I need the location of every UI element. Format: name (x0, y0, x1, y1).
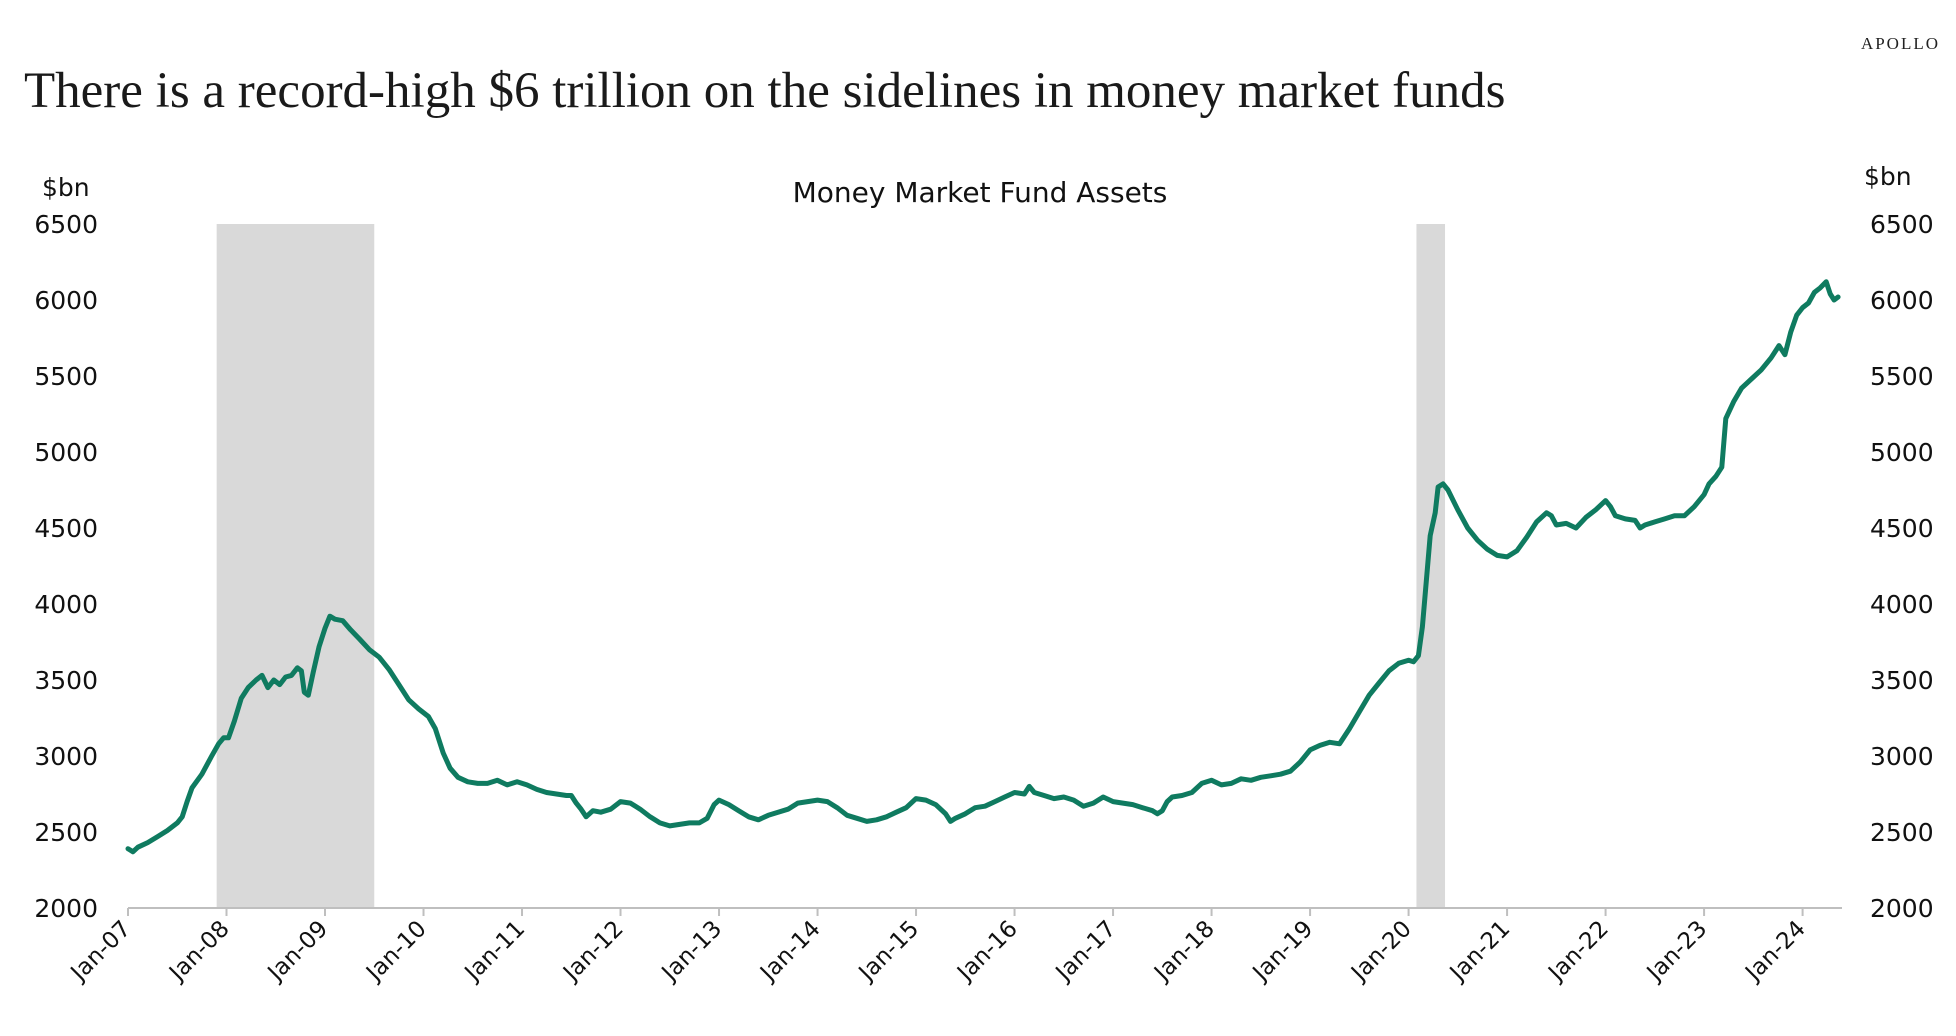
x-tick-label: Jan-20 (1345, 916, 1416, 987)
y-tick-label-left: 4500 (34, 514, 98, 543)
x-tick-label: Jan-23 (1641, 916, 1712, 987)
shaded-period-2 (1416, 224, 1446, 908)
y-tick-label-right: 5500 (1870, 362, 1934, 391)
x-tick-label: Jan-15 (853, 916, 924, 987)
y-tick-label-right: 6500 (1870, 210, 1934, 239)
y-tick-label-left: 5000 (34, 438, 98, 467)
x-tick-label: Jan-14 (754, 916, 825, 987)
y-axis-label-left: $bn (42, 173, 90, 202)
y-tick-label-left: 4000 (34, 590, 98, 619)
x-tick-label: Jan-22 (1542, 916, 1613, 987)
x-tick-label: Jan-07 (65, 916, 136, 987)
x-tick-label: Jan-21 (1444, 916, 1515, 987)
y-tick-label-right: 5000 (1870, 438, 1934, 467)
x-tick-label: Jan-13 (656, 916, 727, 987)
x-tick-label: Jan-17 (1050, 916, 1121, 987)
y-tick-label-left: 6000 (34, 286, 98, 315)
y-tick-label-left: 5500 (34, 362, 98, 391)
y-tick-label-right: 2500 (1870, 818, 1934, 847)
brand-logo-text: APOLLO (1860, 34, 1940, 53)
y-tick-label-right: 4500 (1870, 514, 1934, 543)
y-tick-label-left: 2500 (34, 818, 98, 847)
x-tick-label: Jan-10 (360, 916, 431, 987)
y-tick-label-right: 3500 (1870, 666, 1934, 695)
x-tick-label: Jan-11 (459, 916, 530, 987)
chart-title: Money Market Fund Assets (793, 176, 1168, 209)
y-right-tick-group: 2000 2500 3000 3500 4000 4500 5000 5500 6000 6500 (1870, 210, 1934, 923)
y-tick-label-left: 3000 (34, 742, 98, 771)
x-tick-label: Jan-08 (163, 916, 234, 987)
series-line-money-market-assets (125, 279, 1841, 855)
x-tick-label: Jan-09 (262, 916, 333, 987)
x-tick-label: Jan-18 (1148, 916, 1219, 987)
shaded-period-1 (216, 224, 375, 908)
y-tick-label-left: 6500 (34, 210, 98, 239)
y-left-tick-group: 2000 2500 3000 3500 4000 4500 5000 5500 6000 6500 (34, 210, 98, 923)
x-tick-label: Jan-16 (951, 916, 1022, 987)
y-tick-label-left: 2000 (34, 894, 98, 923)
y-tick-label-right: 2000 (1870, 894, 1934, 923)
y-axis-label-right: $bn (1864, 162, 1912, 191)
y-tick-label-right: 4000 (1870, 590, 1934, 619)
y-tick-label-left: 3500 (34, 666, 98, 695)
y-tick-label-right: 3000 (1870, 742, 1934, 771)
recession-shading-group (216, 224, 1446, 908)
y-tick-label-right: 6000 (1870, 286, 1934, 315)
x-tick-group: Jan-07 Jan-08 Jan-09 Jan-10 Jan-11 Jan-12 Jan-… (65, 908, 1811, 987)
x-tick-label: Jan-24 (1739, 916, 1810, 987)
x-tick-label: Jan-19 (1247, 916, 1318, 987)
headline: There is a record-high $6 trillion on th… (24, 63, 1506, 119)
x-tick-label: Jan-12 (557, 916, 628, 987)
